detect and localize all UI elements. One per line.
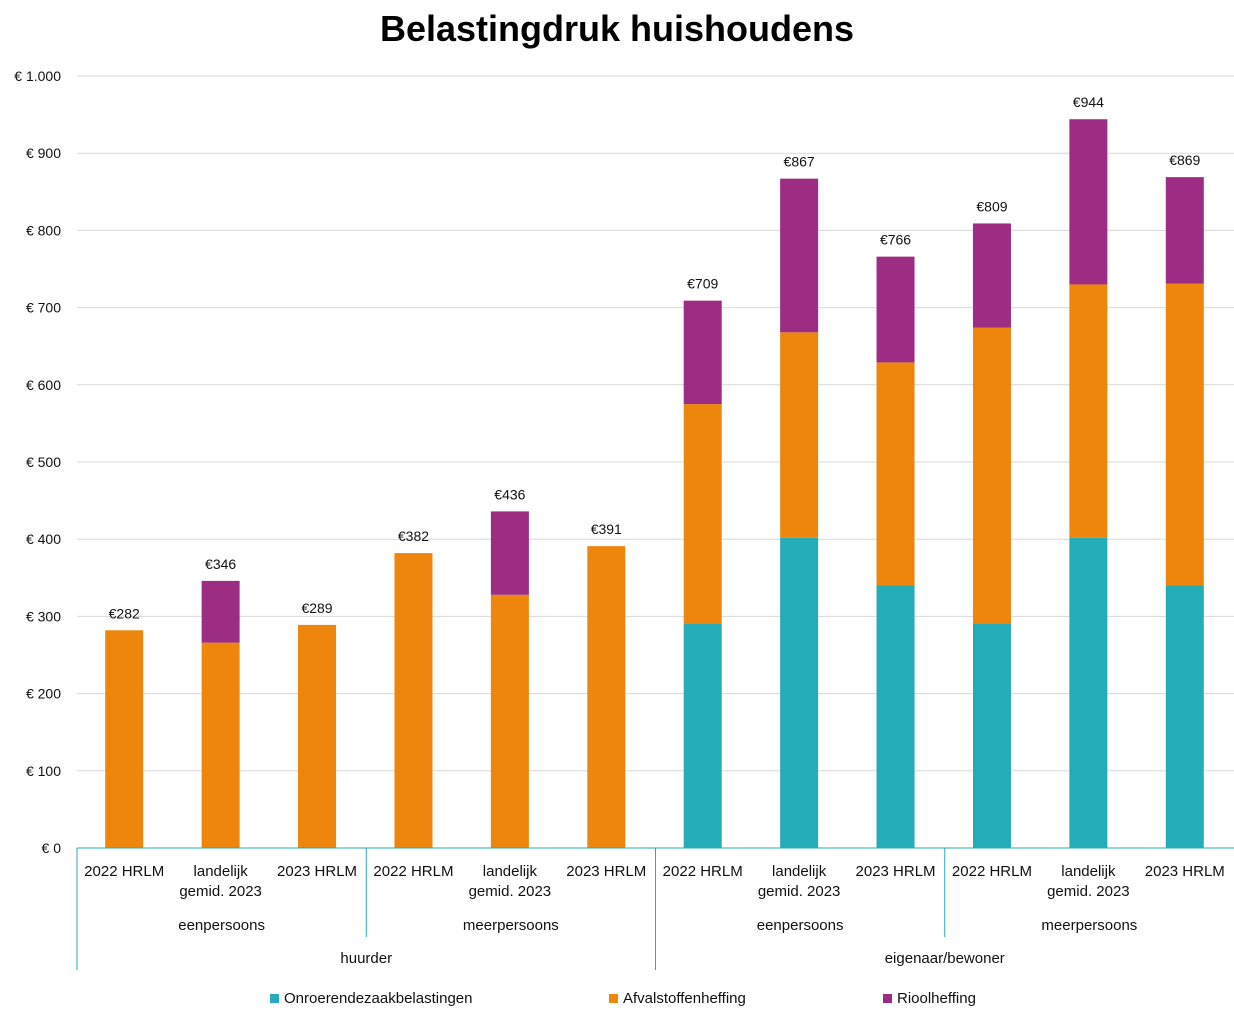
x-tick-label: 2022 HRLM (373, 863, 453, 880)
bar-segment (1166, 177, 1204, 284)
y-tick-label: € 600 (26, 377, 61, 393)
bar-segment (491, 595, 529, 848)
bar-segment (684, 301, 722, 404)
group-label: meerpersoons (463, 917, 559, 934)
x-tick-label-line: 2023 HRLM (1145, 863, 1225, 880)
x-tick-label-line: 2023 HRLM (566, 863, 646, 880)
bar-segment (1166, 284, 1204, 586)
legend-swatch (883, 994, 892, 1003)
y-tick-label: € 700 (26, 300, 61, 316)
legend-item: Onroerendezaakbelastingen (270, 990, 472, 1007)
x-tick-label-line: 2023 HRLM (277, 863, 357, 880)
y-tick-label: € 100 (26, 763, 61, 779)
x-tick-label: 2023 HRLM (856, 863, 936, 880)
x-tick-label-line: gemid. 2023 (758, 883, 841, 900)
group-label: eenpersoons (757, 917, 844, 934)
super-group-label: huurder (340, 950, 392, 967)
x-tick-label-line: 2023 HRLM (856, 863, 936, 880)
bar-segment (1069, 119, 1107, 284)
bar-total-label: €282 (109, 605, 140, 621)
x-tick-label: 2022 HRLM (663, 863, 743, 880)
bar-segment (973, 328, 1011, 624)
y-tick-label: € 200 (26, 686, 61, 702)
x-tick-label-line: landelijk (483, 863, 538, 880)
y-tick-label: € 1.000 (14, 68, 61, 84)
x-tick-label-line: gemid. 2023 (469, 883, 552, 900)
bar-segment (1166, 586, 1204, 848)
bar-segment (877, 362, 915, 585)
legend-item: Afvalstoffenheffing (609, 990, 746, 1007)
bar-total-label: €766 (880, 232, 911, 248)
bar-total-label: €944 (1073, 94, 1104, 110)
x-tick-label-line: landelijk (772, 863, 827, 880)
bar-total-label: €382 (398, 528, 429, 544)
bar-segment (587, 546, 625, 848)
super-group-label: eigenaar/bewoner (885, 950, 1005, 967)
x-tick-label-line: 2022 HRLM (952, 863, 1032, 880)
x-tick-label-line: 2022 HRLM (373, 863, 453, 880)
x-tick-label: 2022 HRLM (84, 863, 164, 880)
bar-segment (394, 553, 432, 848)
bar-segment (202, 581, 240, 643)
legend: Onroerendezaakbelastingen Afvalstoffenhef… (0, 990, 1234, 1010)
x-tick-label: landelijk gemid. 2023 (179, 863, 262, 900)
legend-item: Rioolheffing (883, 990, 976, 1007)
x-tick-label-line: 2022 HRLM (84, 863, 164, 880)
bar-total-label: €809 (976, 198, 1007, 214)
bar-total-label: €867 (784, 154, 815, 170)
x-tick-label-line: 2022 HRLM (663, 863, 743, 880)
x-tick-label: 2023 HRLM (566, 863, 646, 880)
bar-segment (780, 179, 818, 333)
y-tick-label: € 300 (26, 608, 61, 624)
bar-segment (1069, 538, 1107, 848)
bar-segment (298, 625, 336, 848)
legend-swatch (270, 994, 279, 1003)
bar-segment (105, 630, 143, 848)
x-tick-label-line: landelijk (194, 863, 249, 880)
bar-segment (684, 623, 722, 848)
x-tick-label: 2023 HRLM (1145, 863, 1225, 880)
bar-segment (491, 511, 529, 594)
legend-swatch (609, 994, 618, 1003)
legend-label: Rioolheffing (897, 990, 976, 1007)
bar-total-label: €869 (1169, 152, 1200, 168)
bar-segment (684, 404, 722, 623)
bar-segment (877, 586, 915, 848)
bar-total-label: €289 (301, 600, 332, 616)
bar-total-label: €346 (205, 556, 236, 572)
x-tick-label-line: gemid. 2023 (1047, 883, 1130, 900)
x-tick-label: landelijk gemid. 2023 (758, 863, 841, 900)
y-tick-label: € 900 (26, 145, 61, 161)
x-tick-label: 2023 HRLM (277, 863, 357, 880)
bar-segment (780, 538, 818, 848)
x-tick-label-line: landelijk (1061, 863, 1116, 880)
y-tick-label: € 0 (42, 840, 62, 856)
legend-label: Onroerendezaakbelastingen (284, 990, 472, 1007)
bar-segment (1069, 284, 1107, 537)
bar-total-label: €709 (687, 276, 718, 292)
bar-total-label: €436 (494, 486, 525, 502)
y-tick-label: € 400 (26, 531, 61, 547)
group-label: eenpersoons (178, 917, 265, 934)
x-tick-label: landelijk gemid. 2023 (469, 863, 552, 900)
y-tick-label: € 500 (26, 454, 61, 470)
bar-segment (973, 223, 1011, 327)
x-tick-label: 2022 HRLM (952, 863, 1032, 880)
bar-segment (877, 257, 915, 363)
bar-segment (202, 643, 240, 848)
bar-total-label: €391 (591, 521, 622, 537)
x-tick-label-line: gemid. 2023 (179, 883, 262, 900)
bar-segment (973, 623, 1011, 848)
x-tick-label: landelijk gemid. 2023 (1047, 863, 1130, 900)
bar-segment (780, 332, 818, 537)
chart-title: Belastingdruk huishoudens (0, 8, 1234, 50)
group-label: meerpersoons (1041, 917, 1137, 934)
legend-label: Afvalstoffenheffing (623, 990, 746, 1007)
y-tick-label: € 800 (26, 222, 61, 238)
